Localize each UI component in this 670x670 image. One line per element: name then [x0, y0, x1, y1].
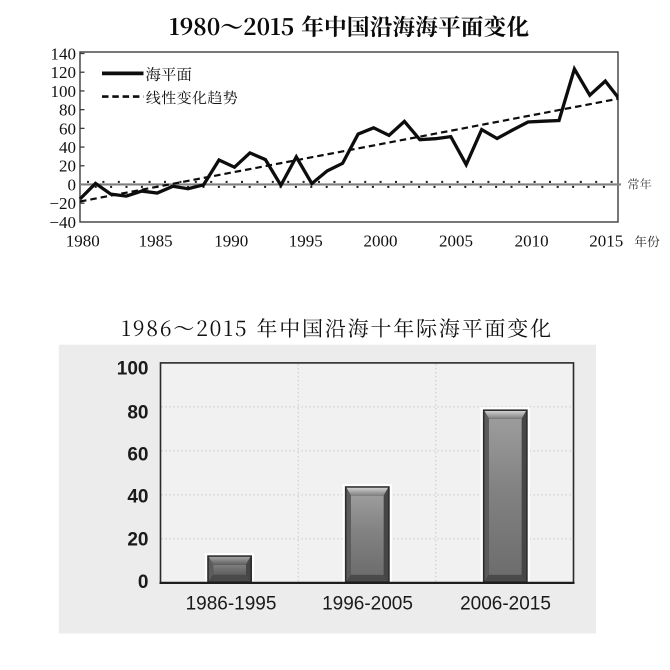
- svg-text:120: 120: [51, 63, 77, 82]
- svg-text:2000: 2000: [364, 232, 398, 251]
- svg-text:100: 100: [117, 359, 149, 380]
- svg-text:1985: 1985: [139, 232, 173, 251]
- svg-text:20: 20: [127, 529, 148, 550]
- svg-text:2005: 2005: [439, 232, 473, 251]
- svg-text:0: 0: [138, 572, 149, 593]
- svg-text:2015: 2015: [589, 232, 623, 251]
- svg-text:20: 20: [59, 157, 76, 176]
- svg-text:1996-2005: 1996-2005: [322, 594, 413, 615]
- svg-text:60: 60: [127, 445, 148, 466]
- svg-text:1990: 1990: [214, 232, 248, 251]
- svg-text:140: 140: [51, 44, 77, 63]
- svg-text:40: 40: [127, 487, 148, 508]
- svg-text:1986-1995: 1986-1995: [186, 594, 277, 615]
- svg-text:−40: −40: [49, 213, 76, 232]
- svg-text:0: 0: [68, 175, 77, 194]
- svg-text:1980: 1980: [66, 232, 100, 251]
- svg-text:80: 80: [59, 101, 76, 120]
- svg-text:2006-2015: 2006-2015: [460, 594, 551, 615]
- svg-text:2010: 2010: [515, 232, 549, 251]
- svg-text:100: 100: [51, 82, 77, 101]
- svg-text:1995: 1995: [289, 232, 323, 251]
- svg-text:80: 80: [127, 403, 148, 424]
- svg-text:−20: −20: [49, 194, 76, 213]
- svg-text:60: 60: [59, 119, 76, 138]
- svg-text:40: 40: [59, 138, 76, 157]
